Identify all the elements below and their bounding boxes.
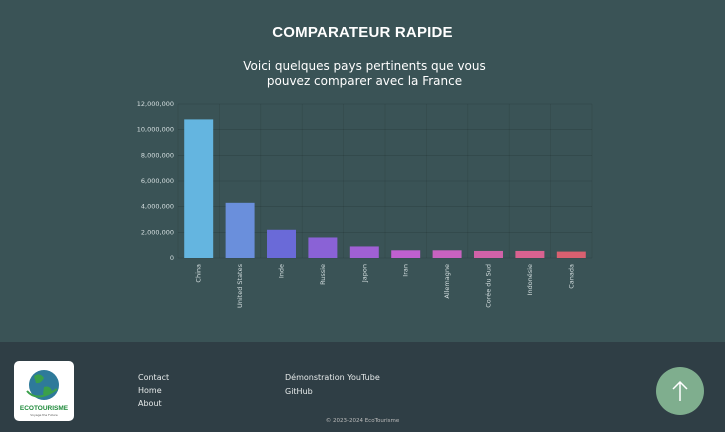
y-tick-label: 4,000,000 — [141, 203, 174, 211]
scroll-top-button[interactable] — [656, 367, 704, 415]
x-tick-label: Corée du Sud — [485, 264, 493, 308]
y-tick-label: 0 — [170, 254, 174, 262]
arrow-up-icon — [672, 380, 688, 401]
nav-link[interactable]: Home — [138, 386, 162, 395]
bar — [308, 237, 338, 258]
x-tick-label: United States — [236, 263, 244, 308]
logo-name: ECOTOURISME — [19, 405, 69, 412]
footer: ECOTOURISME Voyage the Future Contact Ho… — [0, 342, 725, 432]
resource-link[interactable]: GitHub — [285, 387, 313, 396]
bar — [267, 229, 296, 258]
bar — [515, 250, 545, 258]
logo-tagline: Voyage the Future — [30, 413, 58, 417]
bar — [391, 250, 421, 258]
y-tick-label: 12,000,000 — [137, 100, 174, 108]
bar — [349, 246, 379, 258]
nav-link[interactable]: About — [138, 399, 162, 408]
chart: 0 2,000,000 4,000,000 6,000,000 8,000,000 10,… — [137, 100, 593, 308]
y-tick-label: 10,000,000 — [137, 126, 174, 134]
bar — [474, 250, 503, 258]
y-tick-label: 2,000,000 — [141, 228, 174, 236]
x-tick-label: Canada — [567, 264, 575, 289]
nav-link[interactable]: Contact — [138, 373, 170, 382]
x-tick-label: China — [195, 264, 203, 283]
x-tick-label: Russie — [319, 264, 327, 285]
bar — [225, 202, 255, 258]
copyright: © 2023-2024 EcoTourisme — [325, 418, 400, 424]
y-tick-label: 8,000,000 — [141, 151, 174, 159]
chart-title: COMPARATEUR RAPIDE — [272, 24, 453, 41]
x-tick-label: Allemagne — [443, 264, 451, 299]
y-tick-label: 6,000,000 — [141, 177, 174, 185]
resource-link[interactable]: Démonstration YouTube — [285, 373, 380, 382]
x-tick-label: Japon — [360, 264, 368, 283]
x-tick-label: Indonésie — [526, 264, 534, 295]
logo-globe — [26, 370, 59, 400]
x-tick-label: Inde — [278, 264, 286, 278]
bar — [432, 250, 462, 258]
bar — [556, 251, 586, 258]
bar — [184, 119, 214, 259]
x-tick-label: Iran — [402, 264, 410, 277]
chart-subtitle: Voici quelques pays pertinents que vous … — [243, 59, 486, 88]
comparator-section: COMPARATEUR RAPIDE Voici quelques pays p… — [136, 24, 593, 309]
logo[interactable]: ECOTOURISME Voyage the Future — [14, 361, 74, 421]
